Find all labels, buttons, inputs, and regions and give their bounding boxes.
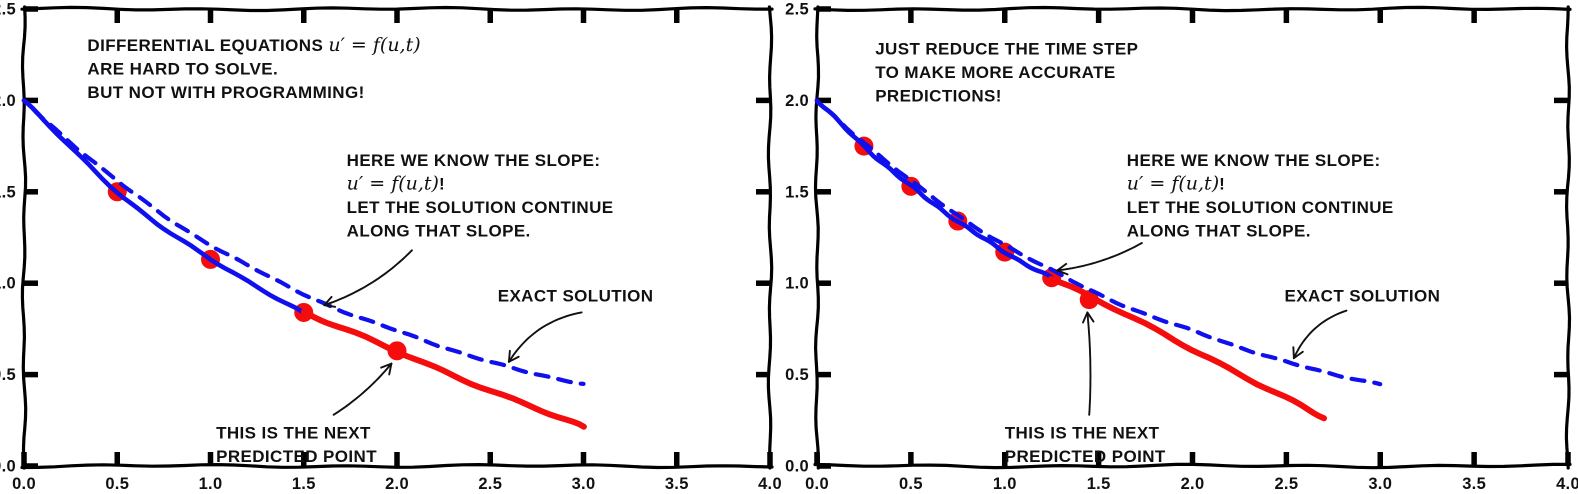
annotation-text-line: JUST REDUCE THE TIME STEP [875, 40, 1138, 59]
y-tick-label: 0.5 [785, 366, 809, 384]
annotation-arrowhead [507, 349, 511, 363]
x-tick-label: 1.0 [199, 475, 223, 493]
spine-right [766, 5, 774, 470]
annotation-arrow [1086, 311, 1092, 416]
annotation-arrowhead [1082, 311, 1089, 324]
spine-left [20, 5, 28, 470]
y-tick-label: 0.5 [0, 366, 16, 384]
y-tick-label: 2.5 [0, 1, 16, 19]
annotation-next-point-note: THIS IS THE NEXT PREDICTED POINT [1005, 311, 1166, 466]
x-tick-label: 2.0 [1181, 475, 1205, 493]
annotation-text-line: PREDICTED POINT [1005, 447, 1166, 466]
spine-right [1564, 5, 1572, 470]
annotation-intro-note: JUST REDUCE THE TIME STEP TO MAKE MORE AC… [875, 40, 1138, 106]
annotation-text-line: LET THE SOLUTION CONTINUE [347, 198, 614, 217]
annotation-next-point-note: THIS IS THE NEXT PREDICTED POINT [216, 362, 393, 466]
annotation-arrowhead [323, 304, 337, 308]
annotation-text-line: EXACT SOLUTION [1284, 286, 1440, 305]
annotation-text-line: ALONG THAT SLOPE. [347, 222, 531, 241]
y-tick-label: 0.0 [785, 458, 809, 476]
annotation-arrowhead [1056, 262, 1068, 272]
x-tick-label: 4.0 [758, 475, 782, 493]
annotation-exact-label: EXACT SOLUTION [498, 286, 654, 363]
numerical-line [814, 98, 1054, 280]
x-tick-label: 3.5 [665, 475, 689, 493]
annotation-text-line: u′ = f(u,t)! [347, 173, 445, 195]
y-tick-label: 0.0 [0, 458, 16, 476]
annotation-exact-label: EXACT SOLUTION [1284, 286, 1440, 360]
annotation-intro-note: DIFFERENTIAL EQUATIONS u′ = f(u,t) ARE HA… [87, 34, 420, 102]
x-tick-label: 1.0 [993, 475, 1017, 493]
annotation-text-line: ARE HARD TO SOLVE. [87, 60, 278, 79]
x-tick-label: 0.0 [805, 475, 829, 493]
prediction-line [1048, 276, 1327, 422]
annotation-arrowhead [507, 355, 520, 363]
y-tick-label: 1.5 [785, 183, 809, 201]
panel-right: 0.0 0.5 1.0 1.5 2.0 2.5 3.0 3.5 4.0 0.0 0.5 1.0 1.5 2… [785, 1, 1578, 494]
x-tick-label: 3.0 [572, 475, 596, 493]
x-tick-label: 2.5 [1274, 475, 1298, 493]
annotation-text-line: HERE WE KNOW THE SLOPE: [1127, 151, 1381, 170]
annotation-slope-note: HERE WE KNOW THE SLOPE: u′ = f(u,t)! LET T… [323, 151, 614, 308]
annotation-text-line: PREDICTED POINT [216, 447, 377, 466]
exact-line [824, 107, 1383, 387]
y-tick-label: 2.0 [785, 92, 809, 110]
x-tick-label: 0.5 [899, 475, 923, 493]
x-tick-label: 3.0 [1368, 475, 1392, 493]
annotation-arrowhead [1086, 311, 1095, 323]
numerical-line [21, 98, 306, 315]
annotation-arrow [332, 362, 393, 416]
annotation-arrow [1292, 309, 1348, 360]
x-tick-label: 3.5 [1462, 475, 1486, 493]
annotation-text-line: TO MAKE MORE ACCURATE [875, 63, 1115, 82]
annotation-arrowhead [1056, 269, 1069, 276]
annotation-text-line: PREDICTIONS! [875, 87, 1002, 106]
annotation-arrowhead [388, 362, 393, 376]
x-tick-label: 1.5 [292, 475, 316, 493]
annotation-arrow [1056, 242, 1143, 272]
x-tick-label: 1.5 [1087, 475, 1111, 493]
y-tick-label: 1.0 [785, 275, 809, 293]
annotation-slope-note: HERE WE KNOW THE SLOPE: u′ = f(u,t)! LET T… [1056, 151, 1394, 276]
annotation-text-line: LET THE SOLUTION CONTINUE [1127, 198, 1394, 217]
annotation-arrow [323, 249, 413, 307]
annotation-arrowhead [380, 362, 393, 369]
prediction-line [300, 309, 587, 430]
x-tick-label: 0.0 [12, 475, 36, 493]
annotation-text-line: THIS IS THE NEXT [1005, 424, 1160, 443]
annotation-arrowhead [1292, 350, 1304, 360]
exact-line [31, 107, 586, 386]
spine-left [813, 5, 821, 470]
x-tick-label: 4.0 [1556, 475, 1578, 493]
annotation-text-line: u′ = f(u,t)! [1127, 173, 1225, 195]
x-tick-label: 2.0 [385, 475, 409, 493]
y-tick-label: 2.0 [0, 92, 16, 110]
annotation-arrow [507, 311, 583, 363]
x-tick-label: 2.5 [478, 475, 502, 493]
annotation-text-line: EXACT SOLUTION [498, 286, 654, 305]
annotation-arrowhead [1292, 346, 1295, 360]
annotation-text-line: DIFFERENTIAL EQUATIONS u′ = f(u,t) [87, 34, 420, 56]
annotation-text-line: ALONG THAT SLOPE. [1127, 222, 1311, 241]
y-tick-label: 1.0 [0, 275, 16, 293]
spine-bottom [20, 462, 774, 470]
y-tick-label: 2.5 [785, 1, 809, 19]
y-tick-label: 1.5 [0, 183, 16, 201]
annotation-text-line: BUT NOT WITH PROGRAMMING! [87, 83, 364, 102]
annotation-text-line: THIS IS THE NEXT [216, 424, 371, 443]
panel-left: 0.0 0.5 1.0 1.5 2.0 2.5 3.0 3.5 4.0 0.0 0.5 1.0 1.5 2… [0, 1, 782, 494]
annotation-arrowhead [323, 295, 333, 307]
annotation-text-line: HERE WE KNOW THE SLOPE: [347, 151, 601, 170]
x-tick-label: 0.5 [105, 475, 129, 493]
